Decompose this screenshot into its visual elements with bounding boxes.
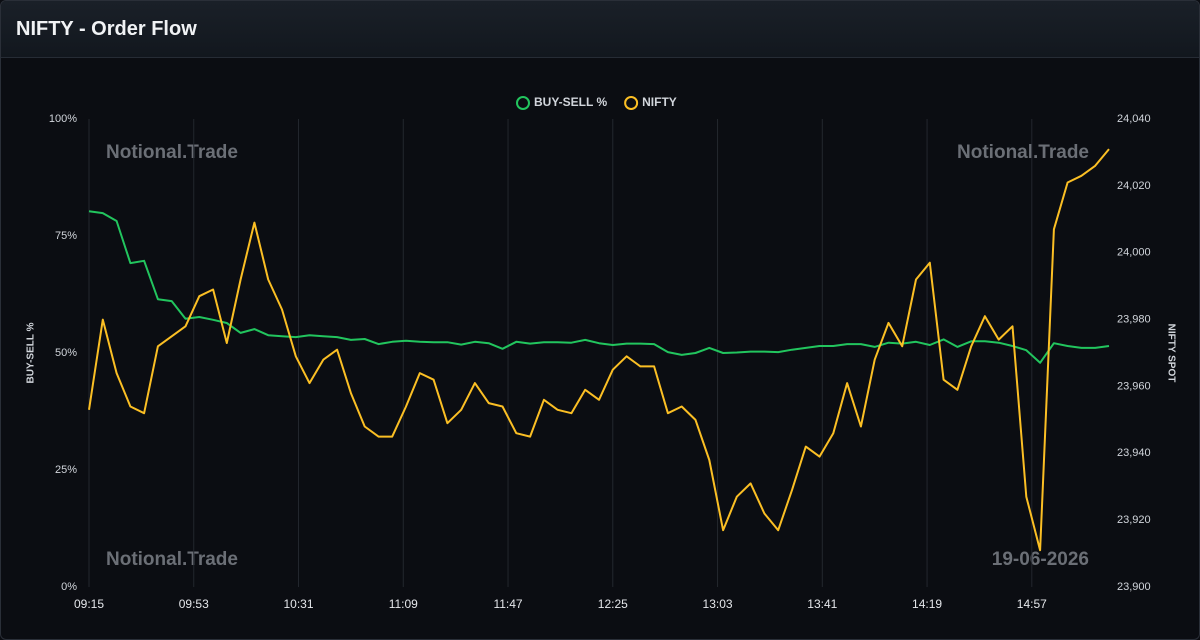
y-tick-label: 50% — [55, 347, 77, 359]
y2-axis-label: NIFTY SPOT — [1165, 324, 1176, 383]
x-tick-label: 09:53 — [179, 597, 209, 611]
series-line — [88, 210, 1110, 364]
x-tick-label: 11:09 — [389, 597, 418, 611]
y2-tick-label: 24,000 — [1117, 247, 1151, 259]
x-tick-label: 10:31 — [283, 597, 313, 611]
y2-tick-label: 23,920 — [1117, 514, 1151, 526]
y-axis-label: BUY-SELL % — [26, 322, 37, 383]
watermark: 19-06-2026 — [992, 549, 1089, 570]
y2-tick-label: 23,960 — [1117, 380, 1151, 392]
y-tick-label: 75% — [55, 230, 77, 242]
watermark: Notional.Trade — [957, 142, 1089, 163]
legend-marker — [516, 96, 530, 110]
y2-tick-label: 23,900 — [1117, 581, 1151, 593]
y2-tick-label: 24,020 — [1117, 180, 1151, 192]
y2-tick-label: 23,940 — [1117, 447, 1151, 459]
watermark: Notional.Trade — [106, 142, 238, 163]
x-tick-label: 13:03 — [703, 597, 733, 611]
legend-label: BUY-SELL % — [534, 95, 607, 109]
title: NIFTY - Order Flow — [16, 17, 197, 40]
y-tick-label: 0% — [61, 581, 77, 593]
x-tick-label: 09:15 — [74, 597, 104, 611]
chart: Notional.Trade Notional.Trade Notional.Tra… — [26, 95, 1177, 611]
legend-marker — [624, 96, 639, 110]
x-tick-label: 12:25 — [598, 597, 628, 611]
series-line — [88, 148, 1110, 552]
x-tick-label: 14:19 — [912, 597, 942, 611]
x-tick-label: 13:41 — [807, 597, 837, 611]
y-tick-label: 100% — [49, 113, 77, 125]
header: NIFTY - Order Flow — [1, 1, 1199, 58]
watermark: Notional.Trade — [106, 549, 238, 570]
x-tick-label: 11:47 — [493, 597, 522, 611]
x-tick-label: 14:57 — [1017, 597, 1047, 611]
y2-tick-label: 23,980 — [1117, 313, 1151, 325]
y2-tick-label: 24,040 — [1117, 113, 1151, 125]
y-tick-label: 25% — [55, 464, 77, 476]
legend-label: NIFTY — [642, 95, 677, 109]
